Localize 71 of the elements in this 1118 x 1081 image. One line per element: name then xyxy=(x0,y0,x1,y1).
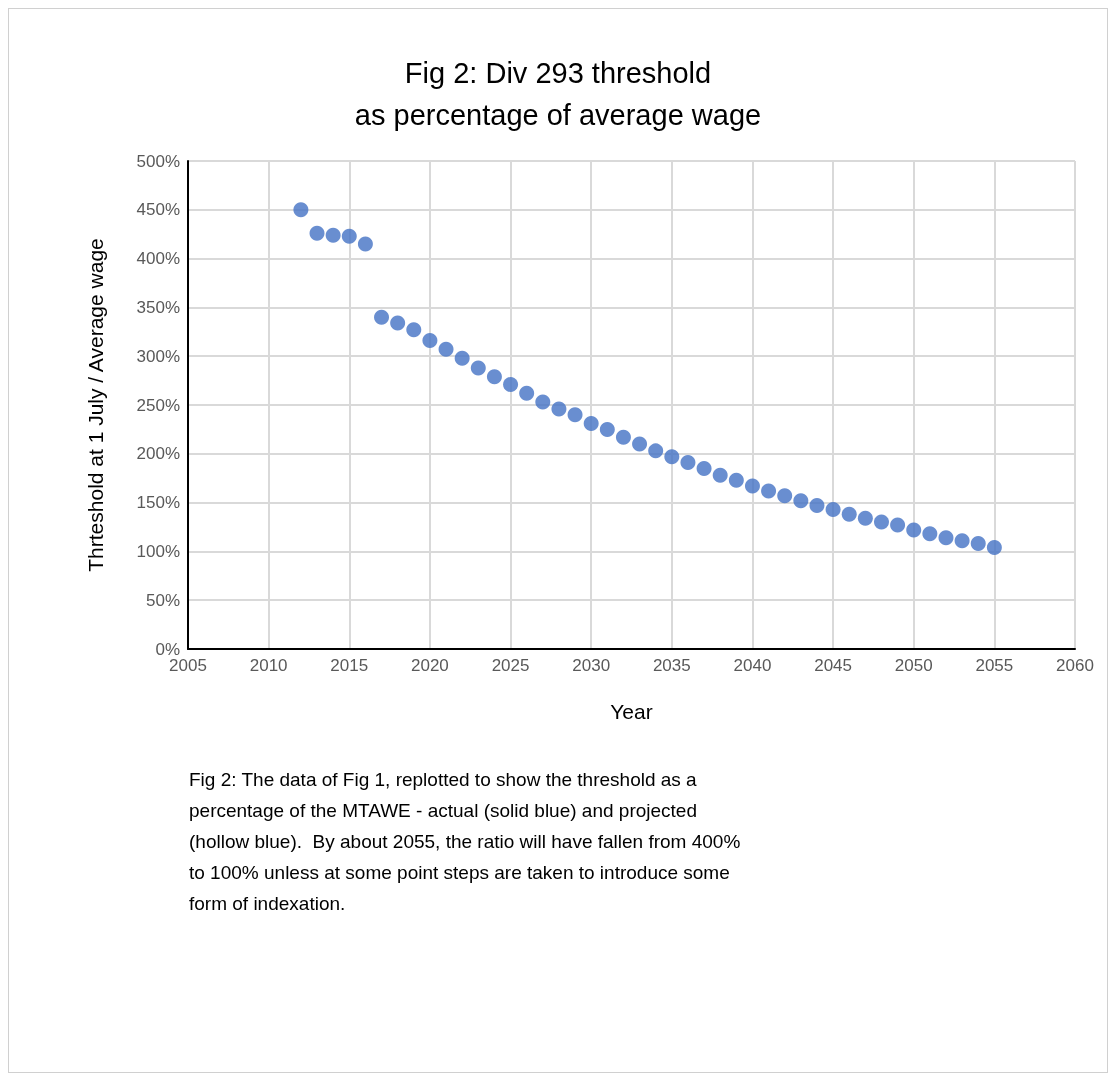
x-tick-label: 2055 xyxy=(975,656,1014,675)
point xyxy=(761,483,777,499)
x-tick-label: 2020 xyxy=(411,656,449,675)
point xyxy=(696,460,712,476)
point xyxy=(954,533,970,549)
point xyxy=(293,202,309,218)
point xyxy=(390,315,406,331)
chart-title: Fig 2: Div 293 threshold as percentage of average wage xyxy=(354,57,762,131)
point xyxy=(374,309,390,325)
point xyxy=(793,493,809,509)
y-tick-label: 0% xyxy=(155,639,180,659)
point xyxy=(551,401,567,417)
point xyxy=(744,478,760,494)
x-tick-label: 2035 xyxy=(652,656,691,675)
point xyxy=(341,228,357,244)
point xyxy=(454,350,470,366)
point xyxy=(406,322,422,338)
point xyxy=(615,429,631,445)
point xyxy=(599,421,615,437)
point xyxy=(922,526,938,542)
point xyxy=(583,416,599,432)
point xyxy=(986,540,1002,555)
y-tick-label: 450% xyxy=(136,200,180,220)
x-tick-label: 2060 xyxy=(1056,656,1094,675)
point xyxy=(632,436,648,452)
point xyxy=(777,488,793,504)
x-tick-label: 2010 xyxy=(249,656,288,675)
caption: Fig 2: The data of Fig 1, replotted to show the threshold as a percentage of the MTAWE - actual (solid blue) and projected (hollow blue). By about 2055, the ratio will have fallen from 400% to 100% unless at some point steps are taken to introduce some form of indexation. xyxy=(189,769,746,914)
x-tick-label: 2040 xyxy=(733,656,772,675)
point xyxy=(970,536,986,552)
y-tick-label: 500% xyxy=(136,151,180,171)
point xyxy=(357,236,373,252)
point xyxy=(664,449,680,465)
x-tick-label: 2025 xyxy=(491,656,530,675)
point xyxy=(438,341,454,357)
x-tick-label: 2045 xyxy=(814,656,852,675)
point xyxy=(680,455,696,471)
y-tick-label: 350% xyxy=(136,297,180,317)
point xyxy=(857,510,873,526)
point xyxy=(422,333,438,349)
point xyxy=(503,377,519,392)
point xyxy=(809,498,825,514)
point xyxy=(841,506,857,522)
point xyxy=(938,530,954,546)
point xyxy=(567,407,583,423)
y-tick-label: 150% xyxy=(136,493,180,513)
x-tick-label: 2005 xyxy=(169,656,207,675)
point xyxy=(535,394,551,410)
point xyxy=(873,514,889,530)
x-axis-title: Year xyxy=(610,700,653,723)
y-tick-label: 300% xyxy=(136,346,180,366)
point xyxy=(890,517,906,533)
point xyxy=(728,472,744,488)
y-tick-label: 100% xyxy=(136,541,180,561)
y-tick-label: 200% xyxy=(136,444,180,464)
point xyxy=(519,385,535,401)
x-tick-label: 2030 xyxy=(572,656,611,675)
point xyxy=(309,225,325,241)
point xyxy=(470,360,486,376)
point xyxy=(325,227,341,243)
y-tick-label: 50% xyxy=(145,590,180,610)
x-tick-label: 2015 xyxy=(330,656,369,675)
point xyxy=(648,443,664,459)
point xyxy=(486,369,502,385)
point xyxy=(825,501,841,517)
x-tick-label: 2050 xyxy=(894,656,933,675)
point xyxy=(712,467,728,483)
y-tick-label: 250% xyxy=(136,395,180,415)
y-axis-title: Thrteshold at 1 July / Average wage xyxy=(84,238,107,572)
y-tick-label: 400% xyxy=(136,249,180,269)
point xyxy=(906,522,922,538)
